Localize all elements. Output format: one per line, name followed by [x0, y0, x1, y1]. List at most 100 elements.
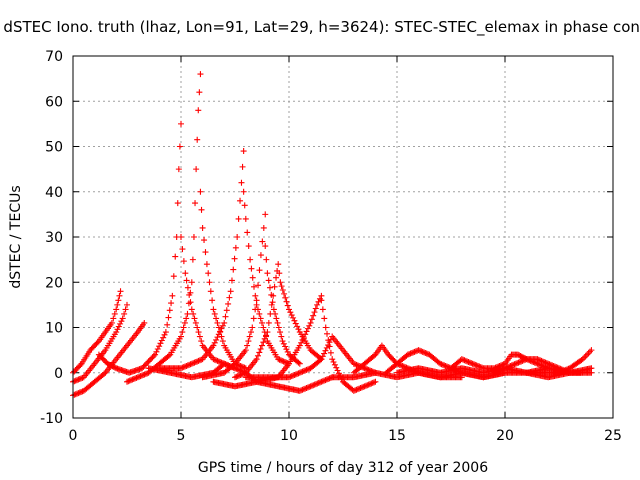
series-arc-g: [197, 188, 249, 372]
data-point-marker: [256, 310, 263, 317]
data-point-marker: [586, 348, 593, 355]
data-point-marker: [352, 361, 359, 368]
data-point-marker: [78, 388, 85, 395]
data-point-marker: [136, 373, 143, 380]
data-point-marker: [183, 277, 190, 284]
data-point-marker: [221, 360, 228, 367]
data-point-marker: [438, 361, 445, 368]
data-point-marker: [275, 324, 282, 331]
y-tick-label: 50: [45, 140, 63, 156]
data-point-marker: [76, 389, 83, 396]
data-point-marker: [303, 328, 310, 335]
data-point-marker: [399, 362, 406, 369]
data-point-marker: [257, 345, 264, 352]
data-point-marker: [411, 348, 418, 355]
data-point-marker: [214, 357, 221, 364]
data-point-marker: [280, 340, 287, 347]
data-point-marker: [194, 136, 201, 143]
data-point-marker: [269, 299, 276, 306]
data-point-marker: [140, 372, 147, 379]
data-point-marker: [158, 337, 165, 344]
data-point-marker: [288, 373, 295, 380]
data-point-marker: [365, 381, 372, 388]
data-point-marker: [326, 339, 333, 346]
data-point-marker: [268, 301, 275, 308]
data-point-marker: [245, 338, 252, 345]
data-point-marker: [538, 357, 545, 364]
data-point-marker: [298, 387, 305, 394]
data-point-marker: [364, 382, 371, 389]
x-tick-label: 10: [280, 428, 298, 444]
data-point-marker: [256, 267, 263, 274]
data-point-marker: [129, 376, 136, 383]
data-point-marker: [72, 391, 79, 398]
data-point-marker: [190, 234, 197, 240]
data-point-marker: [196, 357, 203, 364]
data-point-marker: [410, 349, 417, 356]
data-point-marker: [290, 372, 297, 379]
data-point-marker: [101, 370, 108, 377]
data-point-marker: [442, 362, 449, 369]
data-point-marker: [236, 372, 243, 379]
data-point-marker: [321, 315, 328, 322]
data-point-marker: [184, 362, 191, 369]
data-point-marker: [292, 371, 299, 378]
data-point-marker: [194, 358, 201, 365]
data-point-marker: [300, 368, 307, 375]
data-point-marker: [182, 270, 189, 277]
data-point-marker: [221, 319, 228, 326]
data-point-marker: [458, 356, 465, 363]
data-point-marker: [419, 348, 426, 355]
data-point-marker: [298, 339, 305, 346]
data-point-marker: [302, 367, 309, 374]
data-point-marker: [178, 333, 184, 340]
data-point-marker: [210, 342, 217, 349]
data-point-marker: [519, 357, 526, 364]
data-point-marker: [362, 382, 369, 389]
x-tick-label: 15: [388, 428, 406, 444]
data-point-marker: [300, 334, 307, 341]
data-point-marker: [273, 274, 280, 281]
data-point-marker: [141, 362, 148, 369]
data-point-marker: [219, 338, 226, 345]
data-point-marker: [296, 360, 303, 367]
data-point-marker: [227, 288, 234, 295]
data-point-marker: [72, 377, 79, 384]
data-point-marker: [278, 283, 285, 290]
data-point-marker: [398, 362, 405, 369]
data-point-marker: [283, 346, 290, 353]
data-point-marker: [234, 373, 241, 380]
data-point-marker: [140, 363, 147, 370]
data-point-marker: [74, 390, 81, 397]
data-point-marker: [520, 357, 527, 364]
data-point-marker: [190, 360, 197, 367]
data-point-marker: [327, 349, 334, 356]
data-point-marker: [415, 347, 422, 354]
data-point-marker: [161, 331, 168, 338]
data-point-marker: [142, 370, 149, 377]
data-point-marker: [421, 349, 427, 356]
data-point-marker: [198, 206, 205, 213]
data-point-marker: [176, 143, 183, 150]
data-point-marker: [203, 261, 210, 268]
data-point-marker: [197, 71, 204, 78]
data-point-marker: [194, 324, 201, 331]
data-point-marker: [181, 319, 188, 326]
data-point-marker: [260, 224, 267, 231]
data-point-marker: [115, 323, 122, 330]
y-tick-label: 60: [45, 94, 63, 110]
data-point-marker: [118, 318, 125, 325]
data-point-marker: [475, 362, 481, 369]
data-point-marker: [198, 338, 205, 345]
data-point-marker: [310, 312, 317, 319]
data-point-marker: [236, 366, 243, 373]
data-point-marker: [323, 344, 330, 351]
data-point-marker: [250, 315, 257, 322]
data-point-marker: [75, 376, 82, 383]
data-point-marker: [162, 329, 169, 336]
series-arc-d: [95, 120, 184, 376]
data-point-marker: [353, 386, 360, 393]
x-tick-label: 20: [496, 428, 514, 444]
data-point-marker: [206, 279, 213, 286]
data-point-marker: [77, 361, 84, 368]
